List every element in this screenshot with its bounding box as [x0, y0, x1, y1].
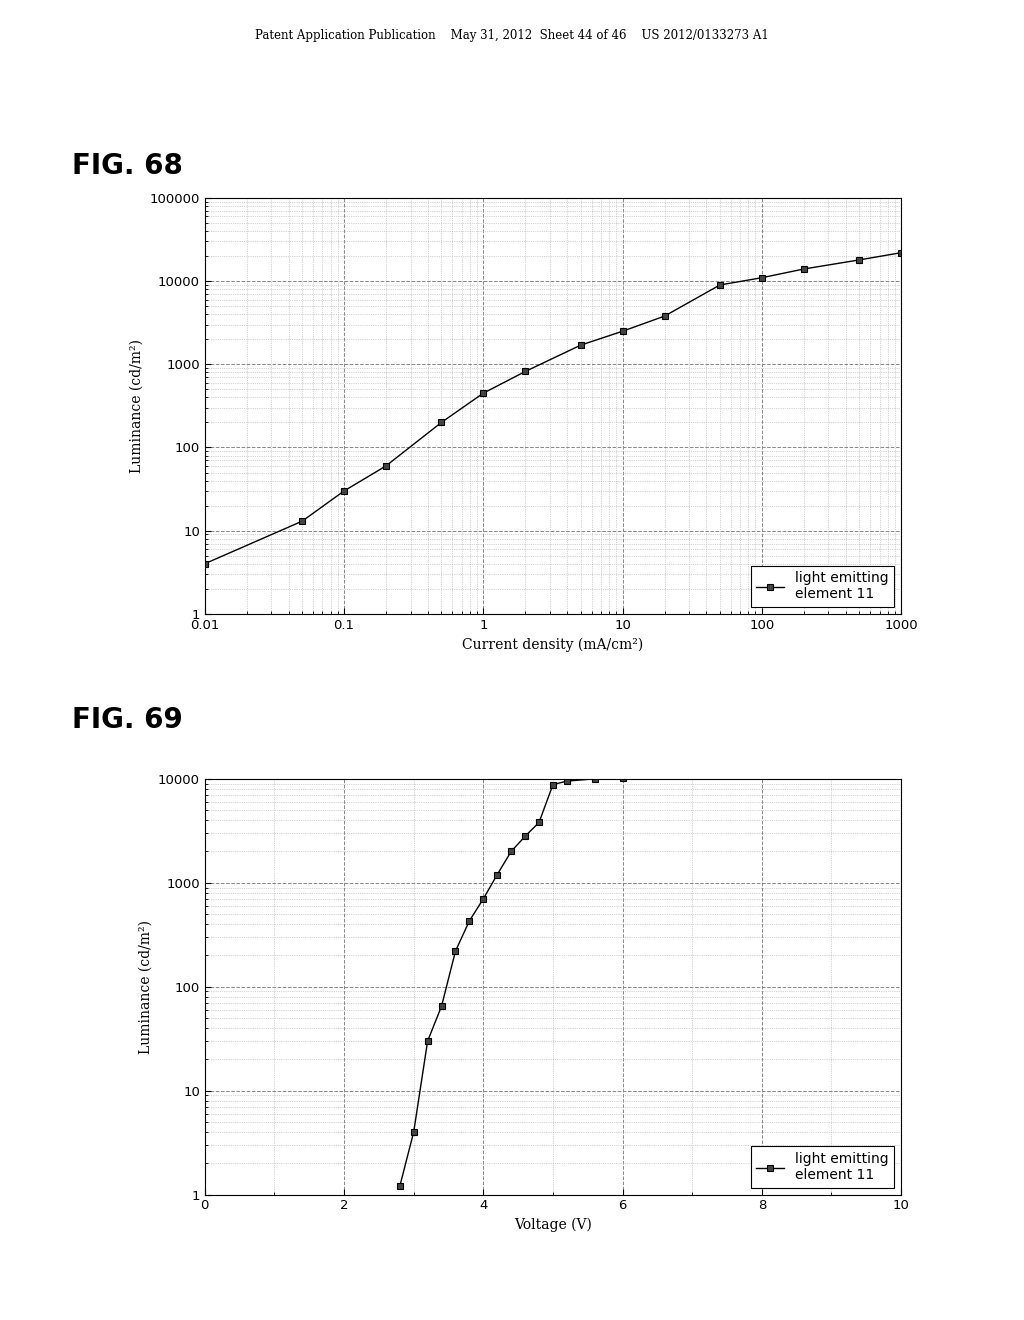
light emitting
element 11	[658, 308, 671, 323]
X-axis label: Current density (mA/cm²): Current density (mA/cm²)	[462, 638, 644, 652]
light emitting
element 11	[547, 776, 559, 792]
light emitting
element 11	[519, 363, 531, 379]
light emitting
element 11	[450, 944, 462, 960]
light emitting
element 11	[380, 458, 392, 474]
light emitting
element 11	[895, 244, 907, 260]
light emitting
element 11	[589, 771, 601, 787]
light emitting
element 11	[463, 913, 475, 929]
light emitting
element 11	[561, 774, 573, 789]
light emitting
element 11	[435, 414, 447, 430]
Text: Patent Application Publication    May 31, 2012  Sheet 44 of 46    US 2012/013327: Patent Application Publication May 31, 2…	[255, 29, 769, 42]
light emitting
element 11	[296, 513, 308, 529]
Legend: light emitting
element 11: light emitting element 11	[751, 1146, 894, 1188]
light emitting
element 11	[492, 867, 504, 883]
Text: FIG. 69: FIG. 69	[72, 706, 182, 734]
light emitting
element 11	[338, 483, 350, 499]
light emitting
element 11	[714, 277, 726, 293]
light emitting
element 11	[519, 829, 531, 845]
Text: FIG. 68: FIG. 68	[72, 152, 182, 180]
light emitting
element 11	[574, 337, 587, 352]
light emitting
element 11	[199, 556, 211, 572]
Y-axis label: Luminance (cd/m²): Luminance (cd/m²)	[138, 920, 153, 1053]
light emitting
element 11	[477, 891, 489, 907]
light emitting
element 11	[477, 385, 489, 401]
light emitting
element 11	[393, 1179, 406, 1195]
Y-axis label: Luminance (cd/m²): Luminance (cd/m²)	[130, 339, 144, 473]
Legend: light emitting
element 11: light emitting element 11	[751, 565, 894, 607]
light emitting
element 11	[853, 252, 865, 268]
Line: light emitting
element 11: light emitting element 11	[202, 249, 904, 568]
light emitting
element 11	[532, 814, 545, 830]
X-axis label: Voltage (V): Voltage (V)	[514, 1218, 592, 1233]
light emitting
element 11	[435, 998, 447, 1014]
light emitting
element 11	[505, 843, 517, 859]
light emitting
element 11	[616, 770, 629, 785]
light emitting
element 11	[408, 1125, 420, 1140]
light emitting
element 11	[798, 261, 810, 277]
light emitting
element 11	[422, 1034, 434, 1049]
light emitting
element 11	[616, 323, 629, 339]
Line: light emitting
element 11: light emitting element 11	[396, 775, 626, 1189]
light emitting
element 11	[756, 269, 768, 285]
